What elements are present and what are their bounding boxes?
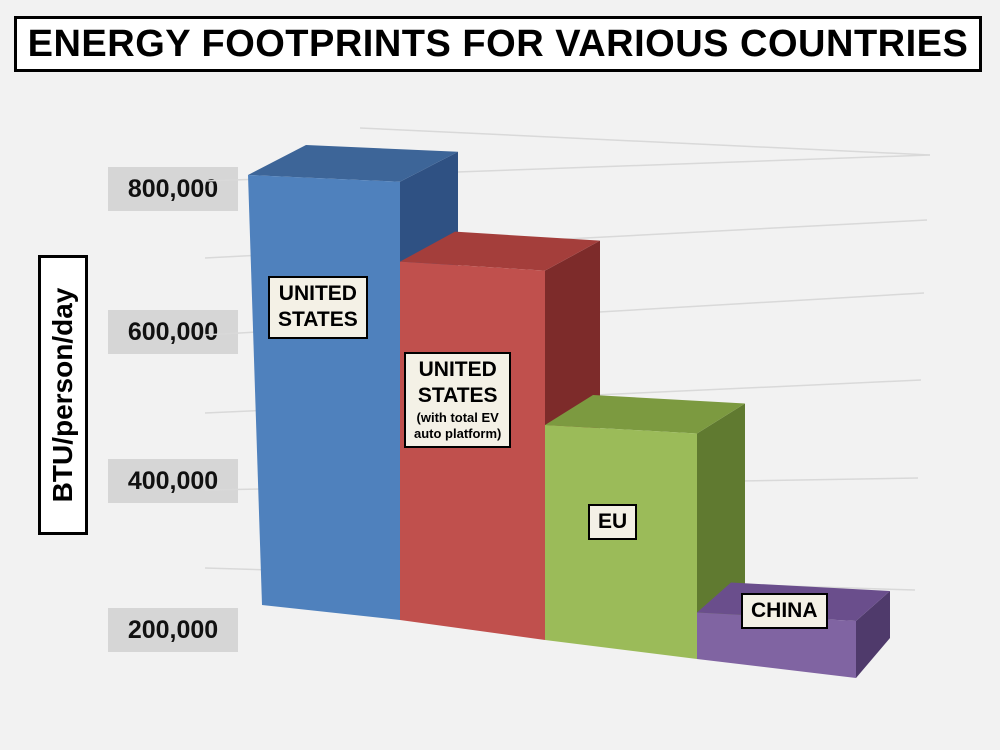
bar-label-0: UNITED STATES [268, 276, 368, 339]
bar-top-0 [248, 145, 458, 182]
bar-label-line: STATES [417, 384, 498, 408]
bar-front-2 [545, 425, 697, 659]
chart-title-box: ENERGY FOOTPRINTS FOR VARIOUS COUNTRIES [14, 16, 982, 72]
bar-label-note: auto platform) [414, 426, 502, 442]
y-axis-label-box: BTU/person/day [38, 255, 88, 535]
bar-label-line: STATES [278, 308, 358, 332]
bar-label-2: EU [588, 504, 638, 541]
bar-label-3: CHINA [741, 593, 828, 630]
bar-top-2 [545, 395, 745, 434]
y-tick-label-800000: 800,000 [108, 167, 238, 211]
bar-top-1 [400, 231, 600, 271]
bar-label-note: (with total EV [416, 409, 499, 425]
y-tick-label-400000: 400,000 [108, 459, 238, 503]
bar-front-0 [248, 175, 400, 620]
bar-front-1 [400, 261, 545, 640]
bar-label-line: UNITED [278, 282, 357, 305]
gridline-back-top [359, 127, 931, 156]
bar-label-line: CHINA [751, 599, 818, 622]
bar-label-line: UNITED [418, 358, 497, 381]
bar-label-line: EU [598, 510, 628, 533]
bar-label-1: UNITED STATES (with total EV auto platform) [404, 352, 512, 449]
y-tick-label-200000: 200,000 [108, 608, 238, 652]
chart-title: ENERGY FOOTPRINTS FOR VARIOUS COUNTRIES [27, 22, 969, 65]
y-tick-label-600000: 600,000 [108, 310, 238, 354]
bar-side-3 [856, 591, 890, 678]
